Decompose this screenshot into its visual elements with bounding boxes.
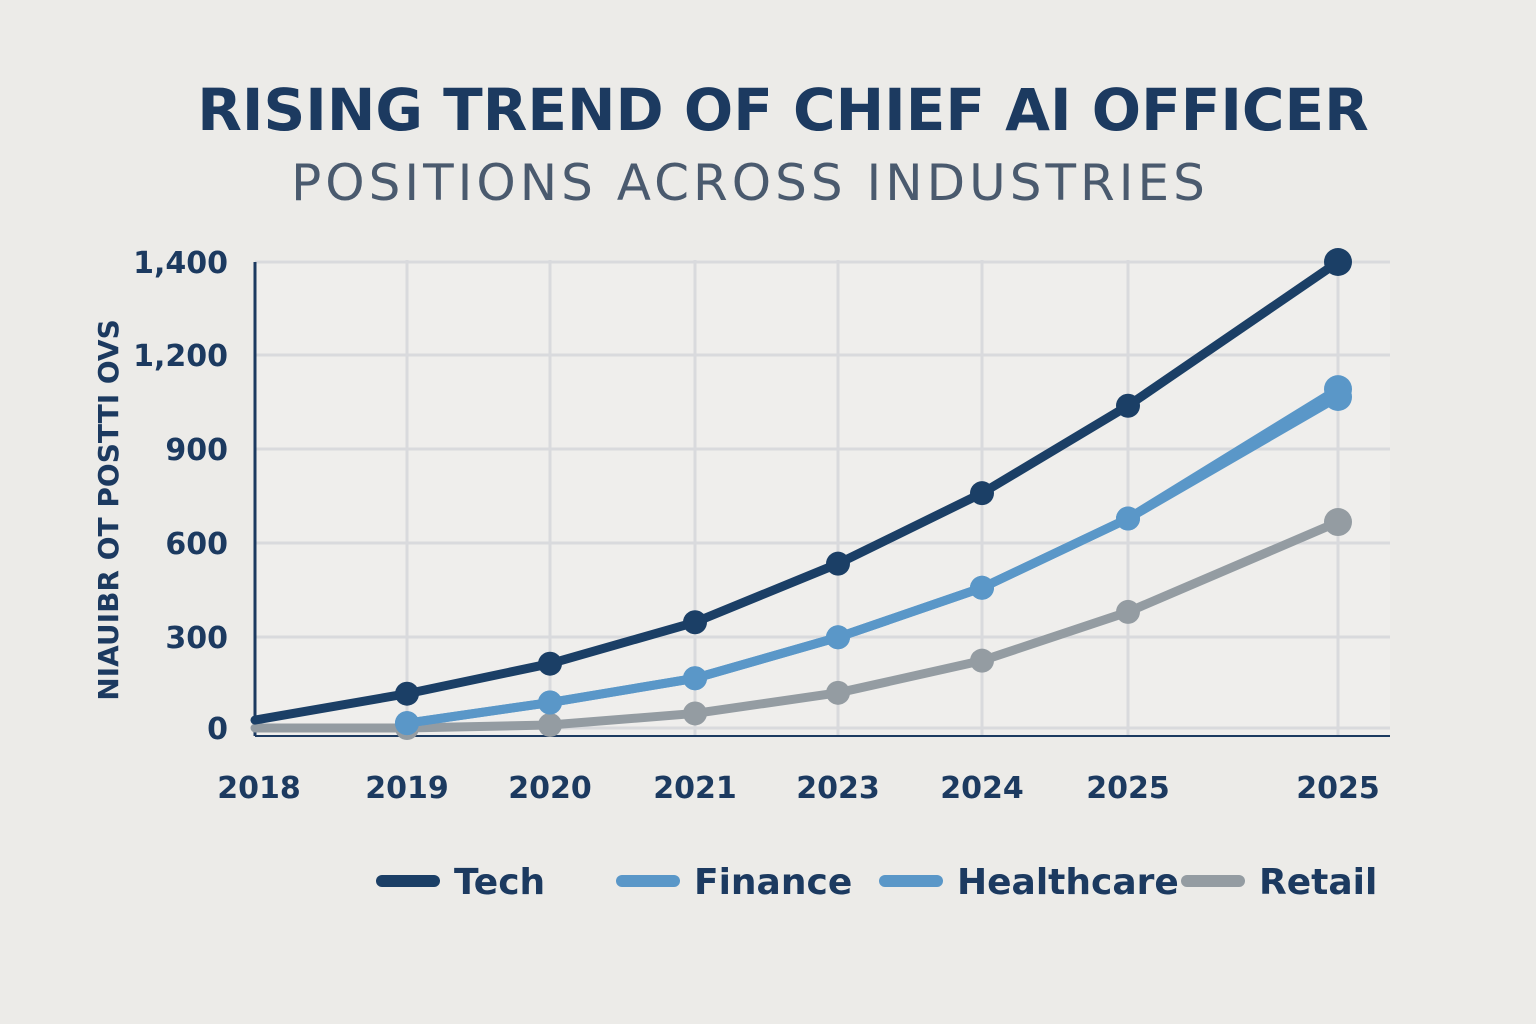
y-tick-label: 0 — [207, 712, 228, 747]
x-tick-label: 2025 — [1086, 771, 1170, 806]
finance-data-point — [683, 666, 707, 691]
tech-data-point — [395, 681, 419, 706]
retail-data-point — [538, 712, 562, 737]
legend-label: Tech — [454, 862, 545, 903]
retail-data-point — [683, 701, 707, 726]
retail-data-point — [970, 648, 994, 673]
retail-data-point — [1116, 599, 1140, 624]
legend-label: Healthcare — [957, 862, 1179, 903]
tech-data-point — [1116, 393, 1140, 418]
finance-data-point — [826, 625, 850, 650]
tech-data-point — [970, 481, 994, 506]
x-tick-label: 2023 — [796, 771, 880, 806]
legend-label: Finance — [694, 862, 852, 903]
finance-data-point — [970, 575, 994, 600]
retail-series-line — [250, 517, 1343, 733]
retail-data-point — [826, 680, 850, 705]
tech-series-line — [250, 257, 1343, 725]
legend-item-healthcare: Healthcare — [879, 862, 1179, 903]
tech-data-point — [538, 651, 562, 676]
legend-label: Retail — [1259, 862, 1377, 903]
x-tick-label: 2020 — [508, 771, 592, 806]
chart-title: RISING TREND OF CHIEF AI OFFICER — [197, 76, 1369, 144]
retail-data-point — [1324, 508, 1352, 537]
finance-data-point — [1116, 506, 1140, 531]
y-tick-label: 1,400 — [133, 246, 228, 281]
finance-data-point — [1324, 382, 1352, 411]
y-tick-label: 1,200 — [133, 339, 228, 374]
x-tick-label: 2021 — [653, 771, 737, 806]
tech-data-point — [826, 551, 850, 576]
tech-data-point — [1324, 248, 1352, 276]
finance-data-point — [395, 711, 419, 736]
y-tick-label: 600 — [165, 527, 228, 562]
y-axis-label: NIAUIBR OT POSTTI OVS — [92, 319, 125, 701]
y-tick-label: 900 — [165, 433, 228, 468]
finance-data-point — [538, 690, 562, 715]
legend-item-tech: Tech — [376, 862, 545, 903]
y-tick-label: 300 — [165, 621, 228, 656]
tech-data-point — [683, 610, 707, 635]
x-tick-label: 2018 — [217, 771, 301, 806]
x-tick-label: 2024 — [940, 771, 1024, 806]
x-tick-label: 2019 — [365, 771, 449, 806]
x-tick-label: 2025 — [1296, 771, 1380, 806]
plot-area — [255, 260, 1390, 736]
chart-subtitle: POSITIONS ACROSS INDUSTRIES — [291, 154, 1209, 212]
legend-item-retail: Retail — [1181, 862, 1377, 903]
legend-item-finance: Finance — [616, 862, 852, 903]
